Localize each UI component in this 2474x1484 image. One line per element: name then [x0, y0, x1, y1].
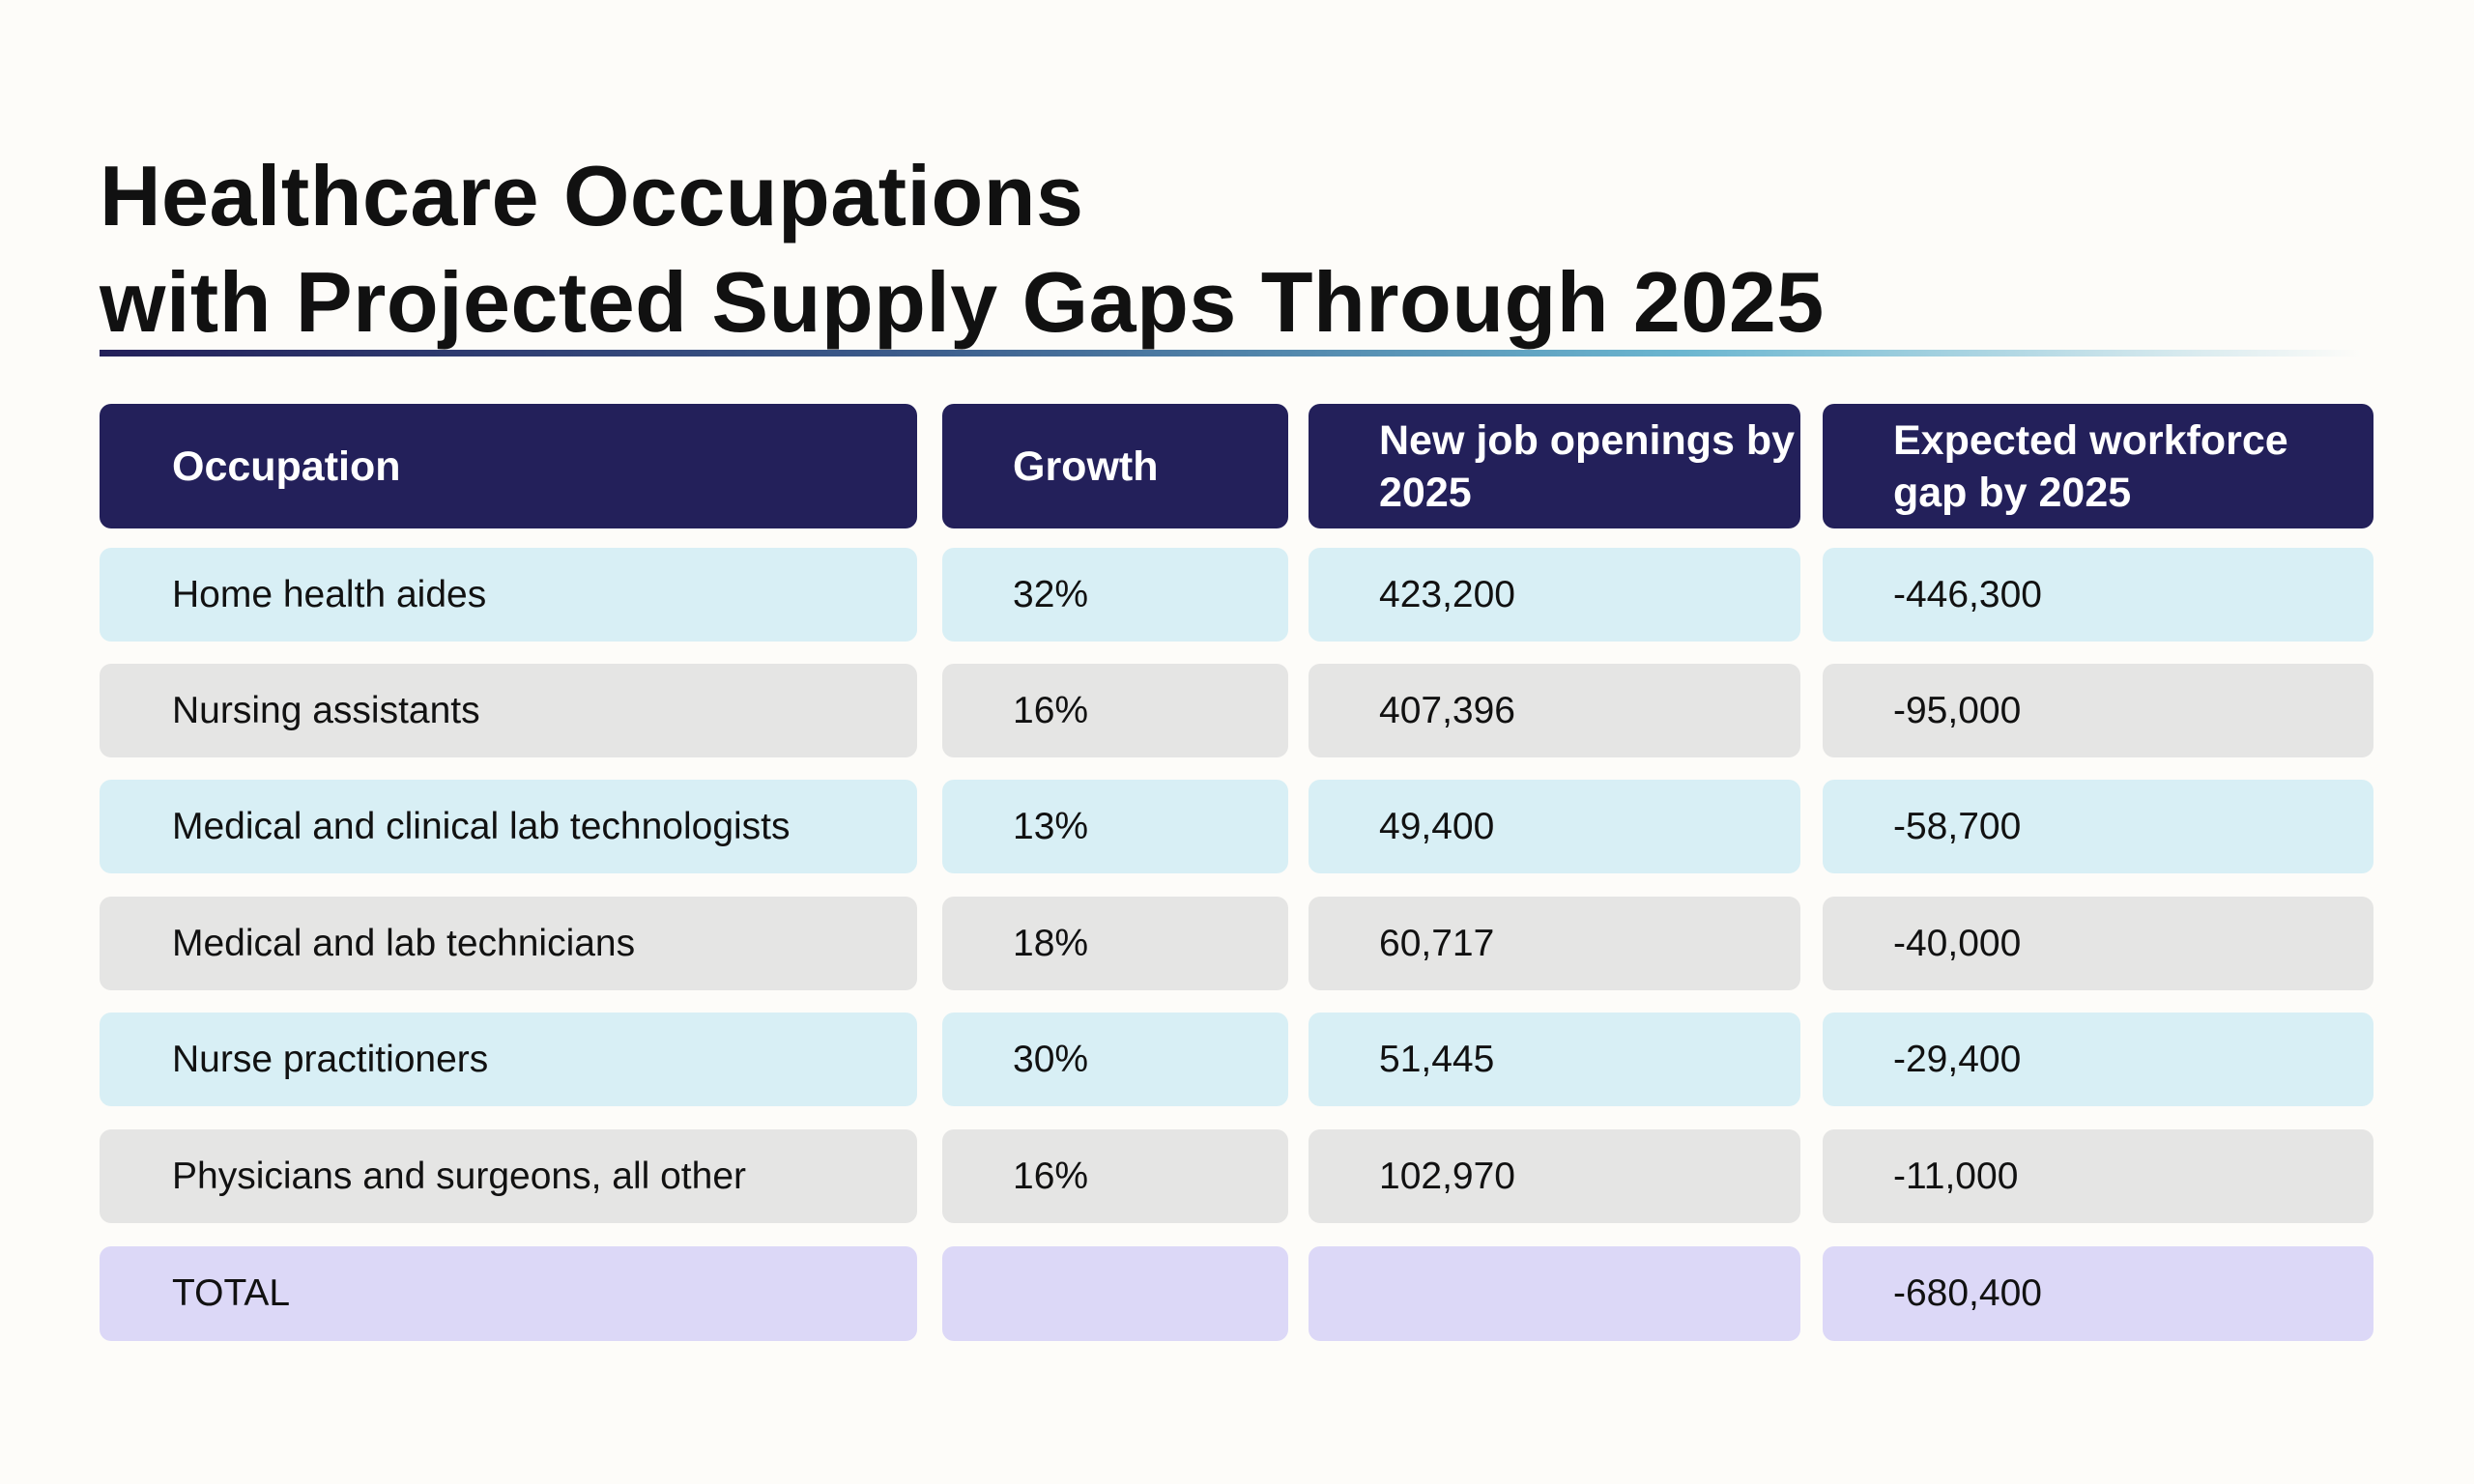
table-cell: 49,400	[1309, 780, 1800, 873]
header-cell: Expected workforce gap by 2025	[1823, 404, 2373, 528]
table-cell-text: 18%	[1013, 922, 1089, 964]
table-cell-text: Medical and clinical lab technologists	[172, 805, 791, 847]
header-cell: Growth	[942, 404, 1288, 528]
table-cell-text: -446,300	[1893, 573, 2042, 615]
table-cell: 32%	[942, 548, 1288, 642]
header-cell-text: New job openings by 2025	[1379, 416, 1796, 516]
total-cell: -680,400	[1823, 1246, 2373, 1341]
table-cell: Medical and lab technicians	[100, 897, 917, 990]
header-cell-text: Occupation	[172, 442, 401, 490]
table-cell: -95,000	[1823, 664, 2373, 757]
table-cell: -11,000	[1823, 1129, 2373, 1223]
table-cell-text: 60,717	[1379, 922, 1495, 964]
header-cell-text: Expected workforce gap by 2025	[1893, 416, 2288, 516]
total-cell	[1309, 1246, 1800, 1341]
table-cell: 423,200	[1309, 548, 1800, 642]
table-cell-text: Home health aides	[172, 573, 487, 615]
table-cell-text: 423,200	[1379, 573, 1515, 615]
table-cell-text: 102,970	[1379, 1155, 1515, 1197]
header-cell-text: Growth	[1013, 442, 1159, 490]
title-line-1: Healthcare Occupations	[100, 148, 1084, 243]
table-cell: Home health aides	[100, 548, 917, 642]
table-cell-text: 16%	[1013, 1155, 1089, 1197]
header-cell: Occupation	[100, 404, 917, 528]
table-cell-text: Nursing assistants	[172, 689, 480, 731]
table-cell: 30%	[942, 1013, 1288, 1106]
table-cell: 16%	[942, 1129, 1288, 1223]
table-cell-text: -40,000	[1893, 922, 2022, 964]
table-cell: Physicians and surgeons, all other	[100, 1129, 917, 1223]
table-cell-text: 13%	[1013, 805, 1089, 847]
table-cell: 60,717	[1309, 897, 1800, 990]
total-cell	[942, 1246, 1288, 1341]
page-title: Healthcare Occupations with Projected Sup…	[100, 143, 1825, 356]
table-cell: Nurse practitioners	[100, 1013, 917, 1106]
table-cell: -58,700	[1823, 780, 2373, 873]
table-cell-text: -11,000	[1893, 1155, 2019, 1197]
table-cell-text: -95,000	[1893, 689, 2022, 731]
table-cell: 407,396	[1309, 664, 1800, 757]
table-cell-text: Nurse practitioners	[172, 1038, 489, 1080]
table-cell: 102,970	[1309, 1129, 1800, 1223]
table-cell: -446,300	[1823, 548, 2373, 642]
header-cell: New job openings by 2025	[1309, 404, 1800, 528]
table-cell: 16%	[942, 664, 1288, 757]
table-cell: -40,000	[1823, 897, 2373, 990]
table-cell: Nursing assistants	[100, 664, 917, 757]
table-cell-text: 51,445	[1379, 1038, 1495, 1080]
table-cell-text: 49,400	[1379, 805, 1495, 847]
table-cell-text: 32%	[1013, 573, 1089, 615]
total-cell-text: -680,400	[1893, 1272, 2042, 1314]
table-cell-text: 407,396	[1379, 689, 1515, 731]
table-cell-text: -58,700	[1893, 805, 2022, 847]
total-cell: TOTAL	[100, 1246, 917, 1341]
table-cell-text: Medical and lab technicians	[172, 922, 636, 964]
table-cell-text: 30%	[1013, 1038, 1089, 1080]
table-cell-text: Physicians and surgeons, all other	[172, 1155, 747, 1197]
table-cell: 51,445	[1309, 1013, 1800, 1106]
title-line-2: with Projected Supply Gaps Through 2025	[100, 254, 1825, 350]
table-cell-text: -29,400	[1893, 1038, 2022, 1080]
table-cell: Medical and clinical lab technologists	[100, 780, 917, 873]
table-cell: 18%	[942, 897, 1288, 990]
table-cell-text: 16%	[1013, 689, 1089, 731]
total-cell-text: TOTAL	[172, 1272, 291, 1314]
table-cell: -29,400	[1823, 1013, 2373, 1106]
table-cell: 13%	[942, 780, 1288, 873]
title-divider	[100, 350, 2361, 357]
